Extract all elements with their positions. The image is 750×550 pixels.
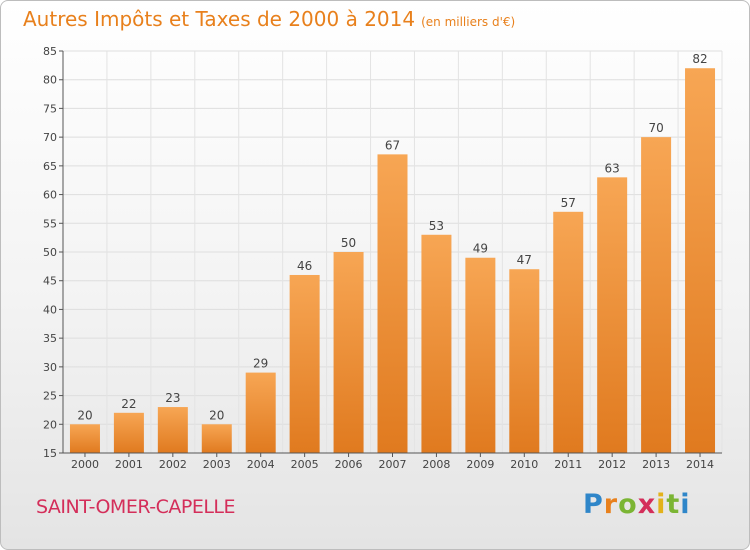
- logo-letter: P: [583, 489, 604, 520]
- bar: [333, 252, 364, 453]
- bar: [201, 424, 232, 453]
- bar: [553, 211, 584, 453]
- bar-value-label: 20: [209, 408, 224, 422]
- chart-unit: (en milliers d'€): [421, 15, 516, 29]
- x-tick-label: 2005: [291, 458, 319, 471]
- bar-value-label: 22: [121, 397, 136, 411]
- bar-value-label: 70: [648, 121, 663, 135]
- bar-value-label: 46: [297, 259, 312, 273]
- x-tick-label: 2012: [598, 458, 626, 471]
- bar-value-label: 47: [517, 253, 532, 267]
- y-tick-label: 35: [43, 332, 57, 345]
- bar: [685, 68, 716, 453]
- bar: [157, 407, 188, 453]
- bar: [641, 137, 672, 453]
- y-tick-label: 40: [43, 303, 57, 316]
- y-tick-label: 55: [43, 217, 57, 230]
- y-tick-label: 25: [43, 390, 57, 403]
- y-tick-label: 80: [43, 74, 57, 87]
- logo-letter: i: [680, 489, 691, 520]
- logo-letter: r: [603, 489, 619, 520]
- bar-value-label: 67: [385, 138, 400, 152]
- logo-letter: i: [656, 489, 667, 520]
- y-tick-label: 50: [43, 246, 57, 259]
- axes: 15 20 25 30 35 40 45 50 55 60 65 70 75 80 85 2000 2001 20…: [43, 45, 722, 471]
- bar: [113, 412, 144, 453]
- x-tick-label: 2011: [554, 458, 582, 471]
- y-tick-label: 75: [43, 102, 57, 115]
- x-tick-label: 2014: [686, 458, 714, 471]
- chart-title-text: Autres Impôts et Taxes de 2000 à 2014: [23, 7, 416, 31]
- bar-value-label: 50: [341, 236, 356, 250]
- bar: [597, 177, 628, 454]
- x-tick-label: 2004: [247, 458, 275, 471]
- y-tick-label: 20: [43, 418, 57, 431]
- y-tick-label: 30: [43, 361, 57, 374]
- x-tick-label: 2002: [159, 458, 187, 471]
- bar: [245, 372, 276, 453]
- y-tick-label: 70: [43, 131, 57, 144]
- bar-value-label: 63: [605, 161, 620, 175]
- y-tick-label: 15: [43, 447, 57, 460]
- x-tick-label: 2009: [466, 458, 494, 471]
- bar: [421, 234, 452, 453]
- y-tick-label: 65: [43, 160, 57, 173]
- y-tick-label: 85: [43, 45, 57, 58]
- x-tick-label: 2008: [422, 458, 450, 471]
- proxiti-logo: Proxiti: [583, 489, 691, 520]
- bar-value-label: 20: [77, 408, 92, 422]
- x-tick-label: 2010: [510, 458, 538, 471]
- y-tick-label: 45: [43, 275, 57, 288]
- x-tick-label: 2003: [203, 458, 231, 471]
- bar-value-label: 57: [561, 196, 576, 210]
- logo-letter: x: [637, 489, 657, 520]
- commune-name: SAINT-OMER-CAPELLE: [36, 496, 236, 518]
- x-tick-label: 2013: [642, 458, 670, 471]
- logo-letter: o: [618, 489, 638, 520]
- x-tick-label: 2007: [379, 458, 407, 471]
- bar: [69, 424, 100, 453]
- bar-value-label: 49: [473, 242, 488, 256]
- y-tick-label: 60: [43, 189, 57, 202]
- x-tick-label: 2000: [71, 458, 99, 471]
- bar-value-label: 53: [429, 219, 444, 233]
- bar: [289, 274, 320, 453]
- bar-value-label: 82: [692, 52, 707, 66]
- bar-value-label: 29: [253, 357, 268, 371]
- bars: 20 22 23 20 29 46 50 67 53 49 47 57 63 70 82: [69, 52, 716, 454]
- x-tick-label: 2001: [115, 458, 143, 471]
- bar: [509, 269, 540, 453]
- bar-value-label: 23: [165, 391, 180, 405]
- x-tick-label: 2006: [335, 458, 363, 471]
- chart-title: Autres Impôts et Taxes de 2000 à 2014 (en…: [23, 7, 515, 31]
- logo-letter: t: [666, 489, 681, 520]
- bar: [377, 154, 408, 453]
- bar: [465, 257, 496, 453]
